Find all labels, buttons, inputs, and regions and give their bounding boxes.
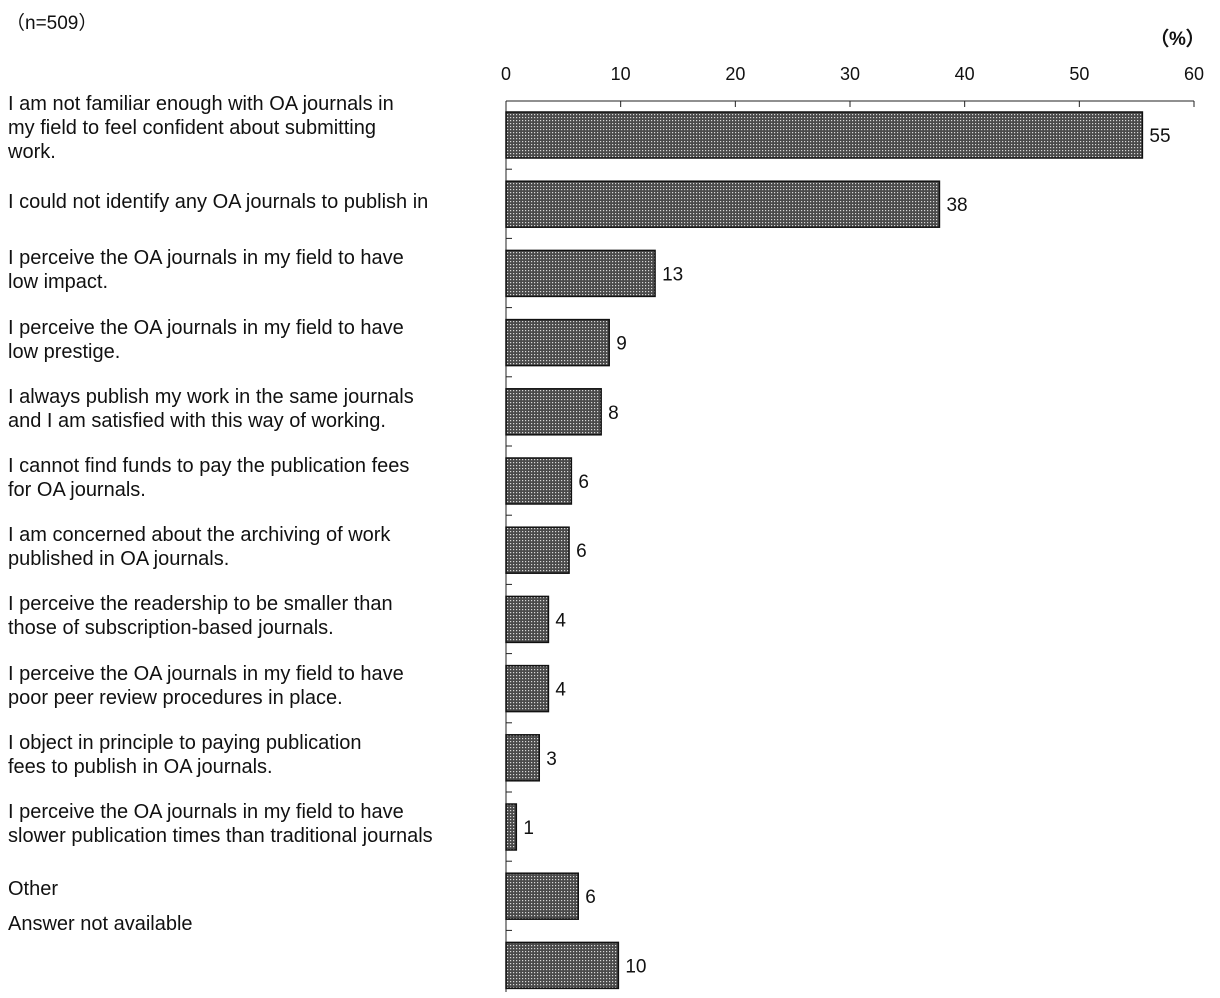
bar xyxy=(505,526,570,574)
category-label: I perceive the OA journals in my field t… xyxy=(8,662,404,709)
value-label: 6 xyxy=(576,541,587,562)
x-tick-label: 60 xyxy=(1184,64,1204,84)
value-label: 3 xyxy=(546,749,557,770)
x-tick-label: 0 xyxy=(501,64,511,84)
category-label: I am concerned about the archiving of wo… xyxy=(8,524,391,571)
category-label: Answer not available xyxy=(8,913,193,936)
bar xyxy=(505,941,620,990)
bar xyxy=(505,872,579,920)
bar xyxy=(505,803,518,851)
category-label: I perceive the readership to be smaller … xyxy=(8,593,393,640)
x-tick-label: 30 xyxy=(840,64,860,84)
category-label: I am not familiar enough with OA journal… xyxy=(8,93,394,163)
value-label: 10 xyxy=(625,956,646,977)
value-label: 38 xyxy=(946,195,967,216)
unit-label: （%） xyxy=(1150,29,1205,50)
category-label: I perceive the OA journals in my field t… xyxy=(8,247,404,294)
value-label: 13 xyxy=(662,264,683,285)
category-label: I object in principle to paying publicat… xyxy=(8,731,362,778)
bar xyxy=(505,318,610,367)
x-tick-label: 20 xyxy=(725,64,745,84)
bar xyxy=(505,111,1144,159)
bar xyxy=(505,388,602,436)
value-label: 4 xyxy=(555,610,566,631)
value-label: 6 xyxy=(578,472,589,493)
category-label: I could not identify any OA journals to … xyxy=(8,191,429,214)
bar xyxy=(505,595,550,644)
bar xyxy=(505,249,656,298)
value-label: 6 xyxy=(585,887,596,908)
category-label: I always publish my work in the same jou… xyxy=(8,385,414,432)
category-label: Other xyxy=(8,878,59,901)
sample-size-note: （n=509） xyxy=(6,13,98,34)
bar xyxy=(505,180,941,228)
value-label: 1 xyxy=(523,818,534,839)
value-label: 9 xyxy=(616,334,627,355)
category-label: I perceive the OA journals in my field t… xyxy=(8,801,433,847)
bar xyxy=(505,457,573,505)
value-label: 8 xyxy=(608,403,619,424)
x-tick-label: 10 xyxy=(611,64,631,84)
x-tick-label: 40 xyxy=(955,64,975,84)
value-label: 55 xyxy=(1149,126,1170,147)
category-label: I cannot find funds to pay the publicati… xyxy=(8,455,410,501)
value-label: 4 xyxy=(555,680,566,701)
bar xyxy=(505,664,550,713)
bar xyxy=(505,734,541,782)
x-tick-label: 50 xyxy=(1069,64,1089,84)
category-label: I perceive the OA journals in my field t… xyxy=(8,316,404,363)
